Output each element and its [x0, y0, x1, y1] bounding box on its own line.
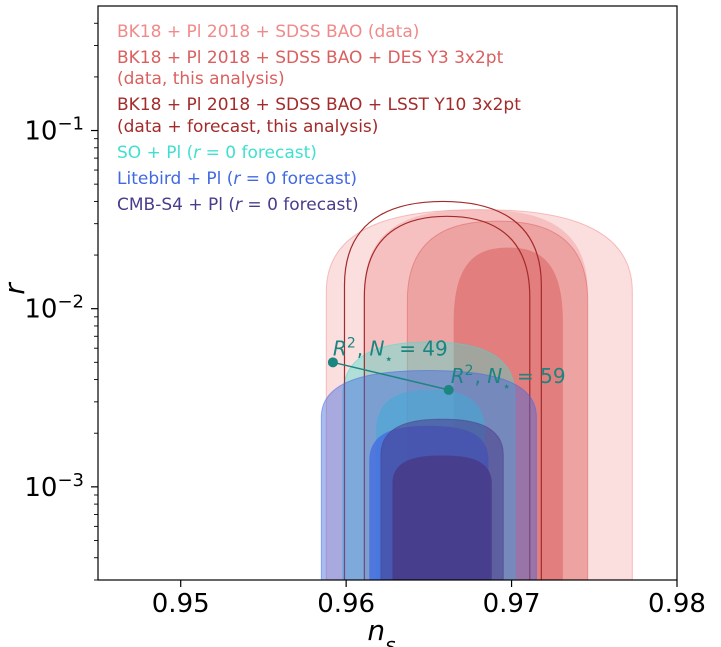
x-tick-label: 0.97 [483, 589, 541, 619]
legend-entry-so-planck: SO + Pl (r = 0 forecast) [117, 143, 317, 163]
r2-label-1: R2, N⋆ = 59 [451, 363, 566, 395]
r2-line [332, 361, 449, 391]
legend-entry-bk18-planck-sdss-bao-lsst-y10-cont: (data + forecast, this analysis) [117, 117, 378, 137]
y-tick-label: 10−2 [24, 291, 84, 325]
legend: BK18 + Pl 2018 + SDSS BAO (data) BK18 + P… [117, 22, 521, 215]
y-tick-label: 10−3 [24, 469, 84, 503]
x-axis-label: ns [367, 614, 395, 647]
contour-layer [320, 200, 633, 580]
bk18-planck-sdss-bao-lsst-y10-1sigma-line [363, 215, 531, 580]
r2-point-1 [443, 384, 454, 395]
cmb-s4-planck-contour [380, 418, 504, 580]
x-tick-label: 0.98 [648, 589, 706, 619]
r2-point-0 [327, 357, 338, 368]
plot-frame [97, 5, 678, 581]
legend-entry-bk18-planck-sdss-bao: BK18 + Pl 2018 + SDSS BAO (data) [117, 22, 419, 42]
y-axis-label: r [0, 282, 31, 295]
x-tick-label: 0.95 [152, 589, 210, 619]
r2-label-0: R2, N⋆ = 49 [333, 335, 448, 367]
legend-entry-litebird-planck: Litebird + Pl (r = 0 forecast) [117, 169, 357, 189]
bk18-planck-sdss-bao-lsst-y10-contour [343, 200, 542, 580]
axes-layer: 0.95 0.96 0.97 0.98 10−3 10−2 10−1 ns r [0, 5, 706, 647]
legend-entry-cmb-s4-planck: CMB-S4 + Pl (r = 0 forecast) [117, 195, 359, 215]
legend-entry-bk18-planck-sdss-bao-des-y3-cont: (data, this analysis) [117, 69, 285, 89]
cmb-s4-planck-1sigma-region [392, 455, 492, 580]
bk18-planck-sdss-bao-lsst-y10-2sigma-line [343, 200, 542, 580]
legend-entry-bk18-planck-sdss-bao-des-y3: BK18 + Pl 2018 + SDSS BAO + DES Y3 3x2pt [117, 48, 504, 68]
legend-entry-bk18-planck-sdss-bao-lsst-y10: BK18 + Pl 2018 + SDSS BAO + LSST Y10 3x2… [117, 95, 521, 115]
y-tick-label: 10−1 [24, 113, 84, 147]
x-tick-label: 0.96 [317, 589, 375, 619]
